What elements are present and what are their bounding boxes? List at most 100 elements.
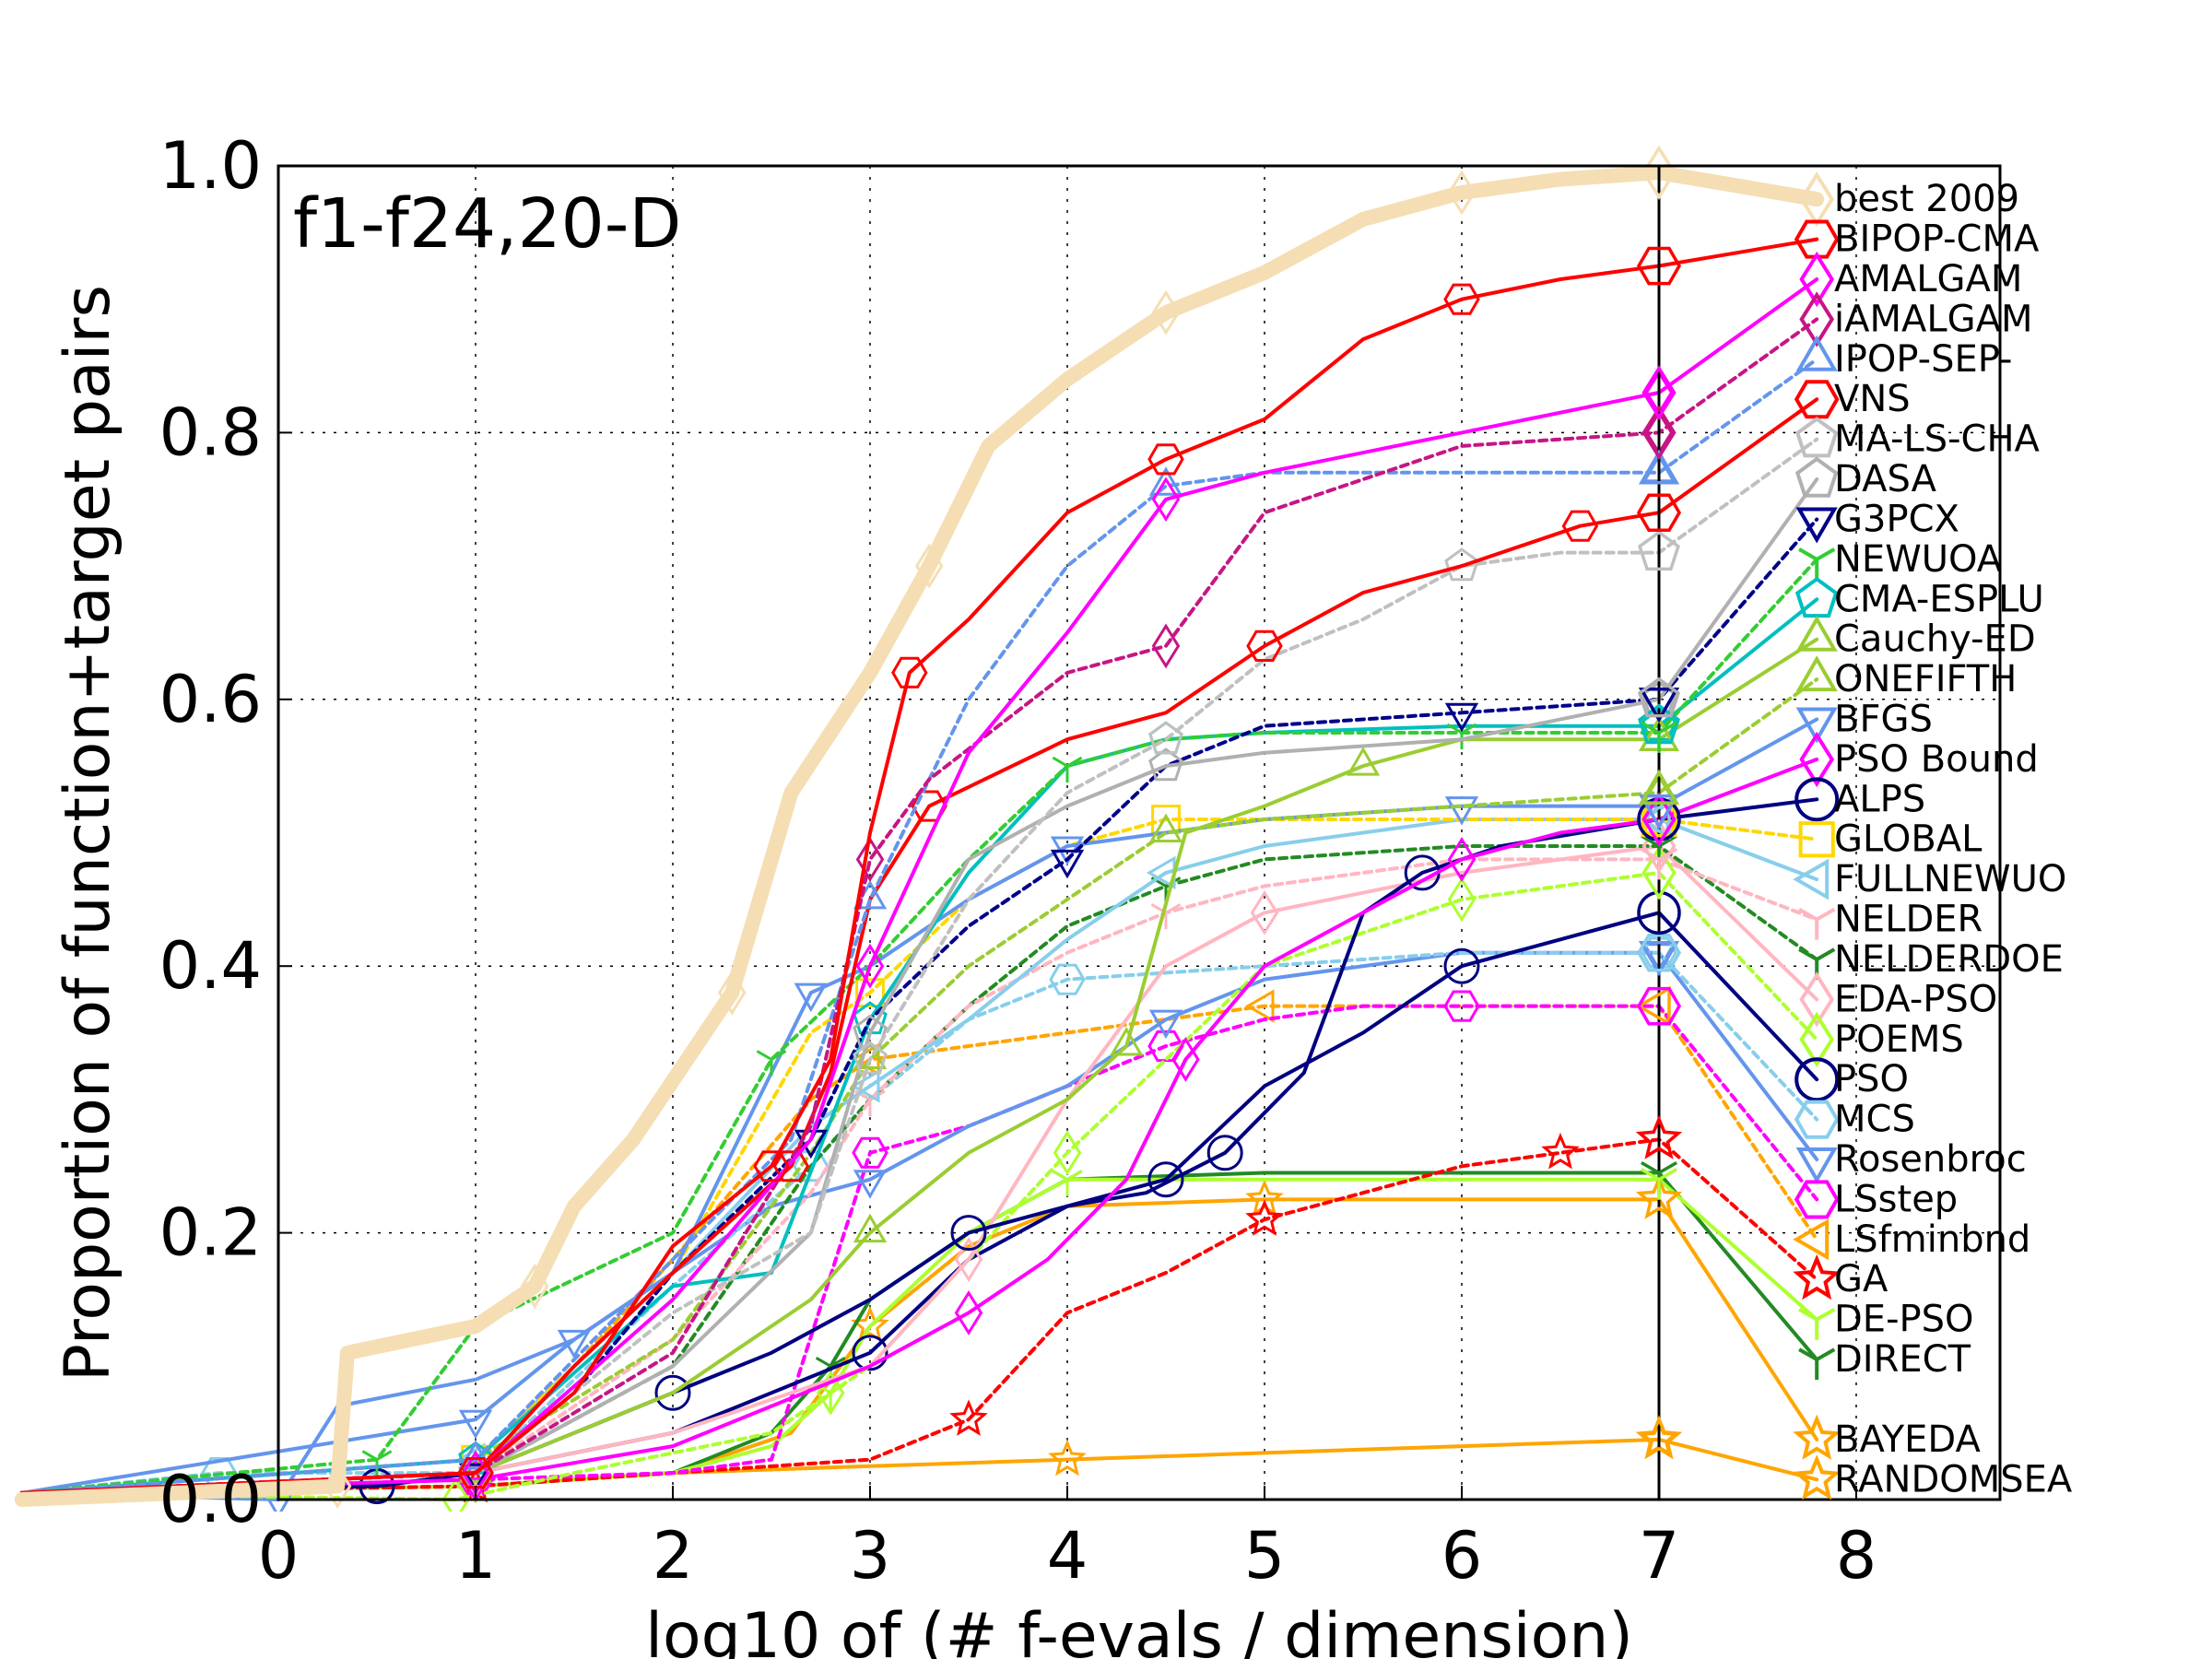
series-marker — [1148, 1009, 1183, 1040]
budget-marker — [1641, 845, 1677, 900]
legend-marker — [1794, 456, 1839, 498]
series-marker — [1541, 1132, 1580, 1170]
series-line — [19, 317, 1819, 1495]
x-tick-label: 1 — [455, 1518, 497, 1594]
series-marker — [855, 837, 885, 882]
series-marker — [1110, 1027, 1144, 1056]
series-marker — [852, 1136, 888, 1169]
series-line — [19, 757, 1819, 1495]
legend-label: BAYEDA — [1834, 1418, 1982, 1461]
series-marker — [1641, 936, 1677, 969]
budget-marker — [1637, 890, 1681, 935]
series-marker — [949, 1399, 988, 1436]
budget-marker — [1636, 986, 1682, 1026]
legend-marker — [1794, 1100, 1840, 1139]
budget-marker — [1635, 985, 1671, 1027]
budget-marker — [1641, 145, 1677, 200]
legend-marker — [1793, 1454, 1841, 1500]
series-marker — [853, 1170, 888, 1199]
legend-label: VNS — [1834, 378, 1911, 420]
legend-label: POEMS — [1834, 1018, 1964, 1061]
y-tick-label: 0.6 — [159, 662, 262, 737]
y-tick-label: 0.2 — [159, 1195, 262, 1271]
legend-label: G3PCX — [1834, 498, 1959, 540]
x-tick-label: 0 — [258, 1518, 300, 1594]
series-marker — [954, 1289, 983, 1335]
legend-label: FULLNEWUO — [1834, 858, 2066, 900]
budget-marker — [1638, 688, 1680, 724]
y-tick-label: 0.4 — [159, 928, 262, 1004]
series-marker — [853, 1014, 888, 1048]
series-marker — [323, 1464, 352, 1509]
budget-marker — [1638, 769, 1680, 805]
legend-marker — [1795, 335, 1838, 371]
legend-marker — [1799, 171, 1835, 228]
series-marker — [1048, 1439, 1087, 1477]
legend-label: LSfminbnd — [1834, 1218, 2030, 1261]
series-marker — [1447, 877, 1477, 923]
x-tick-label: 2 — [653, 1518, 694, 1594]
series-line — [14, 166, 1825, 1507]
plot-frame — [276, 164, 2002, 1501]
legend-label: IPOP-SEP- — [1834, 338, 2012, 381]
budget-marker — [1635, 1174, 1683, 1219]
series-marker — [1245, 1179, 1284, 1217]
x-tick-label: 4 — [1047, 1518, 1088, 1594]
legend-marker — [1795, 507, 1838, 544]
series-marker — [794, 982, 828, 1013]
budget-marker — [1635, 1114, 1683, 1159]
legend-label: NELDER — [1834, 899, 1983, 941]
x-tick-label: 8 — [1836, 1518, 1877, 1594]
legend-label: ALPS — [1834, 778, 1925, 820]
legend-marker — [1799, 731, 1835, 788]
legend-marker — [1794, 1180, 1840, 1219]
budget-marker — [1638, 794, 1680, 830]
series-marker — [950, 1215, 987, 1252]
x-tick-label: 6 — [1441, 1518, 1483, 1594]
series-marker — [853, 1213, 888, 1243]
legend-label: Cauchy-ED — [1834, 618, 2036, 661]
series-marker — [1447, 170, 1477, 216]
legend: best 2009BIPOP-CMAAMALGAMiAMALGAMIPOP-SE… — [1793, 171, 2073, 1500]
series-marker — [1245, 989, 1275, 1023]
series-marker — [794, 1129, 828, 1159]
series-line — [19, 277, 1819, 1495]
series-marker — [1147, 443, 1184, 476]
series-marker — [1148, 813, 1183, 842]
y-tick-label: 0.8 — [159, 394, 262, 470]
legend-label: PSO — [1834, 1058, 1909, 1100]
series-marker — [914, 543, 944, 589]
budget-marker — [1638, 449, 1680, 485]
legend-label: LSstep — [1834, 1178, 1958, 1220]
legend-marker — [1799, 1011, 1835, 1067]
series-marker — [852, 1335, 888, 1371]
legend-marker — [1793, 1414, 1841, 1460]
legend-label: DIRECT — [1834, 1338, 1971, 1381]
legend-label: ONEFIFTH — [1834, 658, 2017, 700]
tick-labels: 0 1 2 3 4 5 6 7 8 0.0 0.2 0.4 0.6 0.8 1.0 — [159, 128, 1877, 1594]
legend-label: best 2009 — [1834, 178, 2019, 220]
series-marker — [457, 1457, 494, 1489]
series-line — [19, 437, 1819, 1495]
series-marker — [756, 1050, 787, 1077]
series-marker — [1443, 283, 1480, 315]
y-tick-label: 0.0 — [159, 1462, 262, 1537]
series-marker — [458, 1409, 493, 1440]
series-marker — [1444, 702, 1479, 733]
legend-marker — [1794, 417, 1839, 458]
series-marker — [1147, 1161, 1184, 1198]
legend-marker — [1795, 707, 1838, 744]
series-marker — [1245, 1199, 1284, 1236]
series-marker — [654, 1374, 691, 1411]
series-marker — [441, 1477, 470, 1512]
series-line — [19, 677, 1819, 1495]
legend-label: GA — [1834, 1258, 1888, 1300]
legend-label: Rosenbroc — [1834, 1138, 2027, 1181]
legend-label: DASA — [1834, 458, 1937, 500]
legend-marker — [1794, 219, 1840, 259]
legend-label: AMALGAM — [1834, 258, 2022, 300]
budget-marker — [1636, 933, 1682, 972]
series-marker — [458, 1463, 493, 1493]
budget-marker — [1641, 405, 1677, 461]
